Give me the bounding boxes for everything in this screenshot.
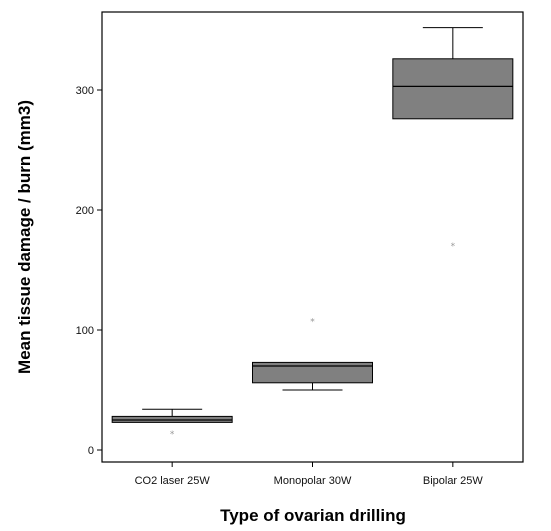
y-tick-label: 300: [76, 85, 94, 97]
x-tick-label: Monopolar 30W: [274, 475, 352, 487]
box-iqr: [392, 58, 514, 120]
outlier-point: *: [451, 242, 456, 252]
outlier-point: *: [310, 317, 315, 327]
x-axis-title: Type of ovarian drilling: [220, 506, 406, 525]
y-tick-label: 0: [88, 445, 94, 457]
y-tick-label: 200: [76, 205, 94, 217]
y-axis: 0 100 200 300: [76, 85, 102, 457]
y-tick-label: 100: [76, 325, 94, 337]
x-tick-label: Bipolar 25W: [423, 475, 484, 487]
box-group: *: [252, 317, 373, 391]
box-iqr: [252, 361, 373, 384]
y-axis-title: Mean tissue damage / burn (mm3): [15, 100, 34, 374]
box-group: *: [392, 27, 514, 252]
box-group: *: [111, 408, 233, 440]
boxes-layer: * * *: [111, 27, 514, 440]
outlier-point: *: [170, 430, 175, 440]
x-tick-label: CO2 laser 25W: [135, 475, 211, 487]
x-axis: CO2 laser 25W Monopolar 30W Bipolar 25W: [135, 462, 484, 487]
